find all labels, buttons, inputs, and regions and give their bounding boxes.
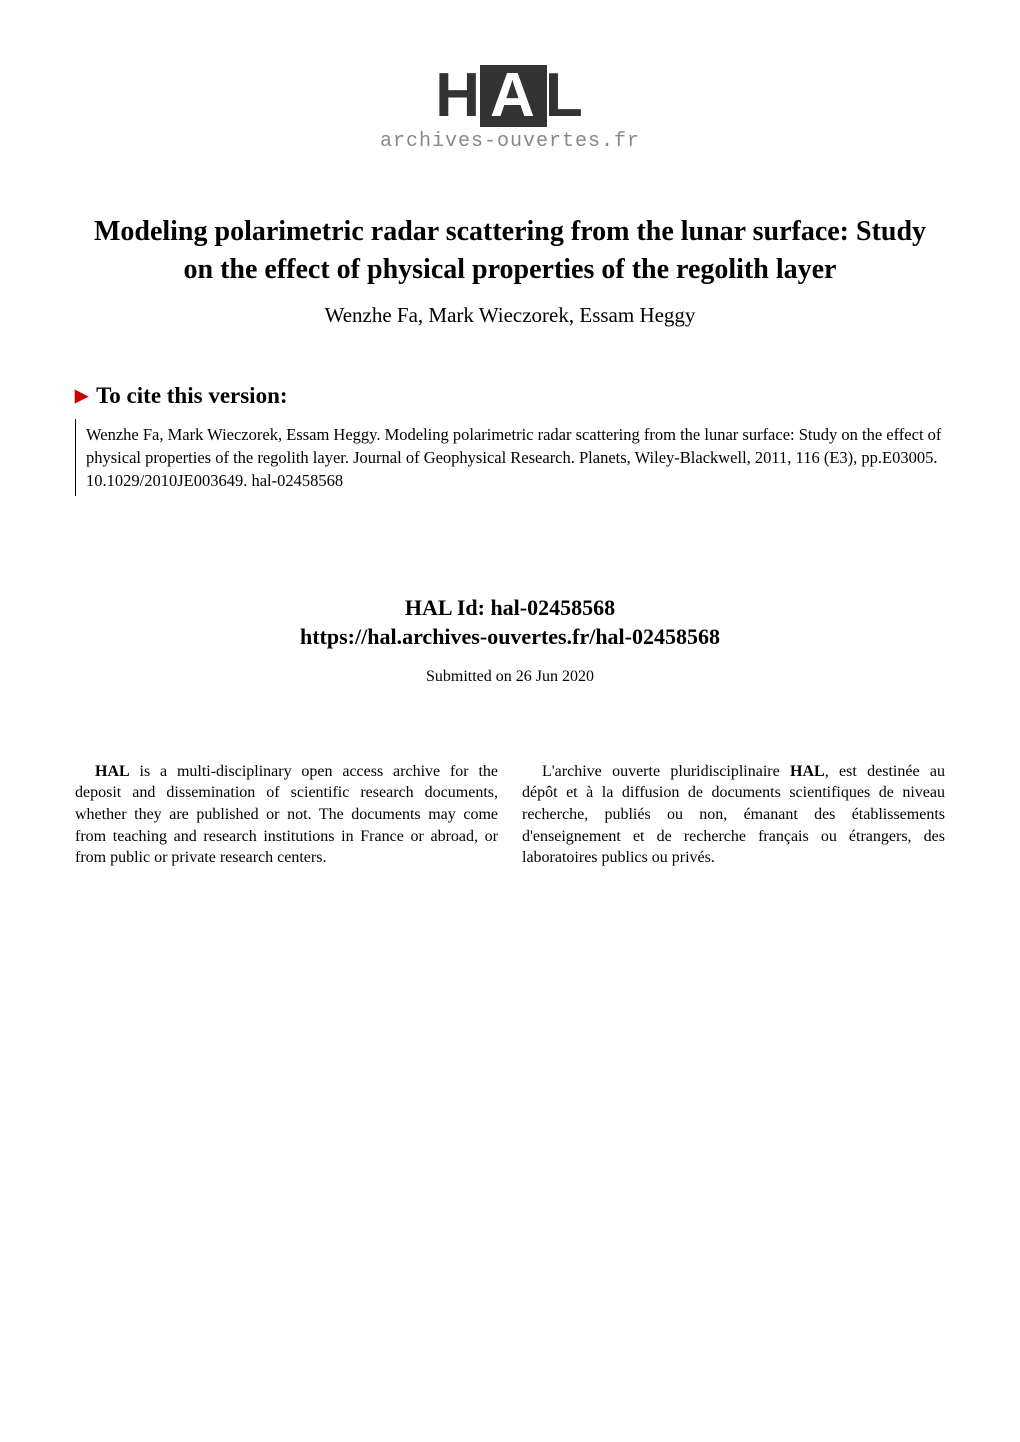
title-block: Modeling polarimetric radar scattering f… xyxy=(75,213,945,328)
logo-a: A xyxy=(480,65,547,127)
hal-logo: HAL archives-ouvertes.fr xyxy=(75,65,945,153)
paper-authors: Wenzhe Fa, Mark Wieczorek, Essam Heggy xyxy=(75,303,945,328)
footer-right: L'archive ouverte pluridisciplinaire HAL… xyxy=(522,761,945,869)
logo-subtitle: archives-ouvertes.fr xyxy=(380,130,640,153)
hal-id: HAL Id: hal-02458568 xyxy=(75,591,945,624)
footer-right-text: L'archive ouverte pluridisciplinaire HAL… xyxy=(522,761,945,869)
paper-title: Modeling polarimetric radar scattering f… xyxy=(75,213,945,289)
footer-left: HAL is a multi-disciplinary open access … xyxy=(75,761,498,869)
hal-url: https://hal.archives-ouvertes.fr/hal-024… xyxy=(75,624,945,650)
footer-description: HAL is a multi-disciplinary open access … xyxy=(75,761,945,869)
logo-h: H xyxy=(435,61,482,130)
submitted-date: Submitted on 26 Jun 2020 xyxy=(75,668,945,686)
logo-text: HAL xyxy=(380,65,640,127)
cite-section: To cite this version: Wenzhe Fa, Mark Wi… xyxy=(75,383,945,496)
cite-heading: To cite this version: xyxy=(75,383,945,409)
hal-id-block: HAL Id: hal-02458568 https://hal.archive… xyxy=(75,591,945,650)
cite-body: Wenzhe Fa, Mark Wieczorek, Essam Heggy. … xyxy=(75,419,945,496)
footer-left-text: HAL is a multi-disciplinary open access … xyxy=(75,761,498,869)
logo-l: L xyxy=(545,61,585,130)
